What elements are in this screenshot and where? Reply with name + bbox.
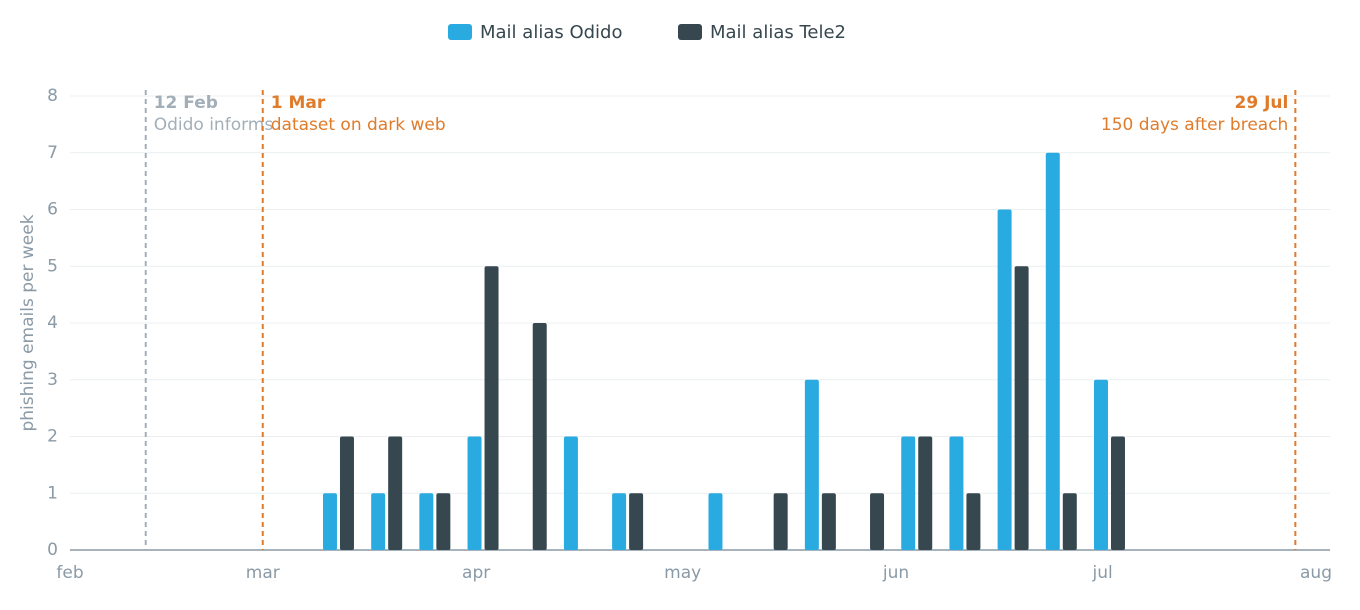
x-tick-label: jul [1091,563,1112,583]
bar [532,323,547,550]
y-tick-label: 8 [47,86,58,106]
y-axis-title: phishing emails per week [18,214,38,431]
bar [966,493,981,550]
bar [949,436,964,550]
y-tick-label: 6 [47,200,58,220]
bar [371,493,386,550]
bar [563,436,578,550]
x-tick-label: may [664,563,701,583]
y-tick-label: 2 [47,427,58,447]
annotation-label: 29 Jul [1235,93,1289,113]
legend-label: Mail alias Odido [480,22,622,43]
bar [484,266,499,550]
y-tick-label: 1 [47,483,58,503]
bar [997,209,1012,550]
annotation-label: 1 Mar [271,93,326,113]
x-tick-label: jun [882,563,909,583]
legend-swatch [448,24,472,40]
annotation-text: 150 days after breach [1101,115,1288,135]
annotation-label: 12 Feb [154,93,218,113]
bar [708,493,723,550]
legend-swatch [678,24,702,40]
x-tick-label: mar [246,563,280,583]
bar [870,493,885,550]
y-tick-label: 7 [47,143,58,163]
bar [1110,436,1125,550]
y-tick-label: 4 [47,313,58,333]
bar [1045,152,1060,550]
legend-label: Mail alias Tele2 [710,22,846,43]
bar [901,436,916,550]
y-tick-label: 0 [47,540,58,560]
bar [436,493,451,550]
annotation-text: Odido informs [154,115,274,135]
x-tick-label: apr [462,563,490,583]
bar [918,436,933,550]
y-tick-label: 3 [47,370,58,390]
x-tick-label: feb [56,563,83,583]
bar [467,436,482,550]
bar [1062,493,1077,550]
bar [1014,266,1029,550]
bar [804,379,819,550]
bar [388,436,403,550]
bar [1093,379,1108,550]
bar [773,493,788,550]
bar [821,493,836,550]
bar [419,493,434,550]
y-tick-label: 5 [47,256,58,276]
bar [612,493,627,550]
x-tick-label: aug [1300,563,1332,583]
annotation-text: dataset on dark web [271,115,446,135]
bar [629,493,644,550]
bar [339,436,354,550]
bar [322,493,337,550]
